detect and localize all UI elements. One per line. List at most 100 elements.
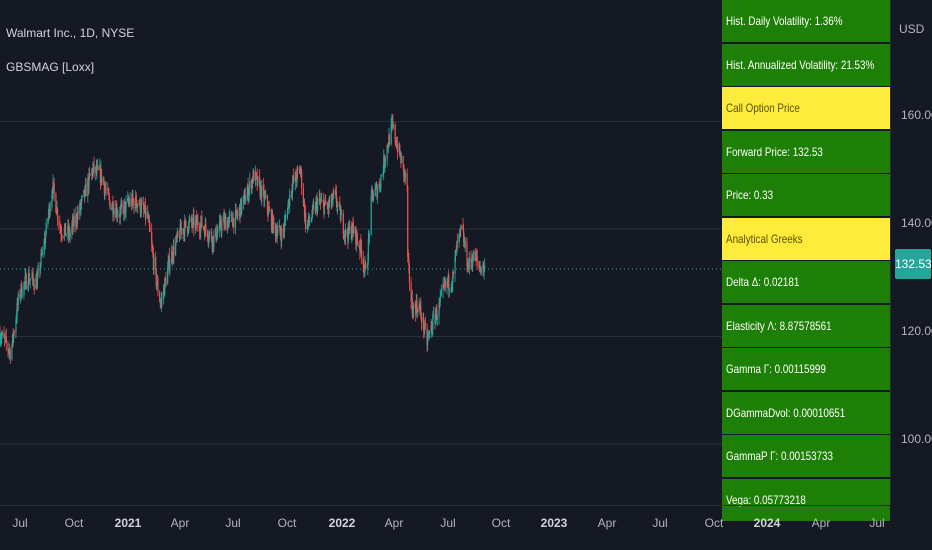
candle [96,159,98,179]
candle-body [452,272,454,284]
chart-area[interactable]: Walmart Inc., 1D, NYSE GBSMAG [Loxx] [0,0,890,505]
candle-body [205,223,207,231]
price-chart[interactable] [0,0,890,505]
candle-body [169,263,171,270]
candle [136,203,139,214]
candle [261,179,263,207]
candle [171,246,173,267]
candle-body [188,221,190,232]
candle-body [111,207,113,210]
candle [208,231,210,243]
candle [228,211,230,228]
candle [143,196,145,218]
candle-body [459,231,461,235]
candle [268,200,270,210]
candle [159,290,161,303]
candle-body [37,268,39,273]
candle-body [404,173,407,178]
candle-body [339,203,341,206]
candle [0,333,2,347]
candle-body [244,193,246,205]
candle [426,323,428,353]
candle-body [136,204,139,209]
candle-body [172,259,174,261]
price-axis[interactable]: USD 160.00 140.00 120.00 100.00 132.53 [890,0,932,505]
table-row: Hist. Daily Volatility: 1.36% [722,0,890,42]
candle-body [480,269,482,273]
candle-body [285,217,287,219]
candle [237,207,239,221]
candle-body [351,234,353,239]
candle [127,194,129,207]
candle-body [217,230,219,233]
candle [100,168,103,187]
candle [391,114,393,133]
candle [185,220,187,228]
candle [190,214,193,228]
candle-body [428,333,430,336]
currency-label[interactable]: USD [899,22,925,36]
candle-body [81,195,83,199]
indicator-title[interactable]: GBSMAG [Loxx] [6,60,95,74]
candle-body [4,337,6,339]
candle-body [241,202,243,212]
candle-body [274,224,277,236]
table-row: Elasticity Λ: 8.87578561 [722,304,890,347]
candle-body [29,278,31,281]
table-row: Price: 0.33 [722,174,890,216]
candle-body [187,231,189,233]
candle-body [125,200,127,213]
candle [427,330,429,351]
candle [169,259,171,277]
candle [236,210,238,218]
candle-body [177,231,179,236]
candle [476,249,478,270]
candle-body [104,188,107,190]
candle [228,219,230,228]
candle-body [52,181,54,194]
candle-body [85,183,87,197]
candle-body [416,308,419,313]
candle [205,218,207,237]
candle-body [392,125,395,127]
time-tick: Jul [12,516,28,530]
table-cell: Vega: 0.05773218 [726,492,806,507]
candle [265,189,267,200]
candle-body [27,285,29,290]
table-cell: Price: 0.33 [726,188,774,202]
candle [45,218,47,237]
candle [189,216,191,223]
candle [197,213,199,232]
time-tick-year: 2022 [328,516,356,530]
candle [139,198,141,217]
candle-body [159,301,161,304]
candle-body [427,335,429,339]
candle [456,240,458,256]
candle [29,278,31,289]
candle-body [340,214,342,221]
candle-body [71,225,73,234]
candle-body [297,169,299,171]
candle-body [19,294,22,297]
candle [59,223,62,232]
candle [29,272,31,284]
candle [309,213,311,227]
candle [321,192,323,202]
candle-body [300,169,302,171]
candle [209,229,211,238]
candle-body [103,177,105,185]
candle-body [368,234,371,235]
time-axis[interactable]: Jul Oct 2021 Apr Jul Oct 2022 Apr Jul Oct 2023 Apr J… [0,505,890,550]
candle-body [331,194,333,204]
candle [257,176,259,187]
candle [424,320,426,335]
candle-body [376,190,379,198]
candle-body [221,221,223,231]
candle-body [257,176,259,186]
candle-body [185,220,187,227]
price-tick: 100.00 [901,432,932,446]
candle-body [360,248,363,258]
table-cell: Elasticity Λ: 8.87578561 [726,318,832,333]
candle [43,231,46,256]
candle [164,277,166,297]
